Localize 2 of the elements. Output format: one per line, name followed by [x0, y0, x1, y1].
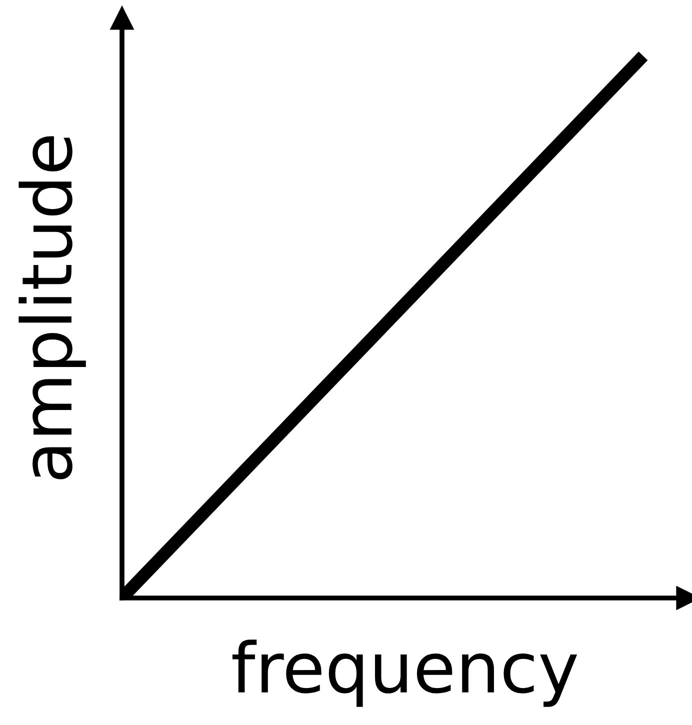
x-axis-title: frequency [232, 640, 578, 707]
y-axis-title: amplitude [18, 136, 86, 480]
